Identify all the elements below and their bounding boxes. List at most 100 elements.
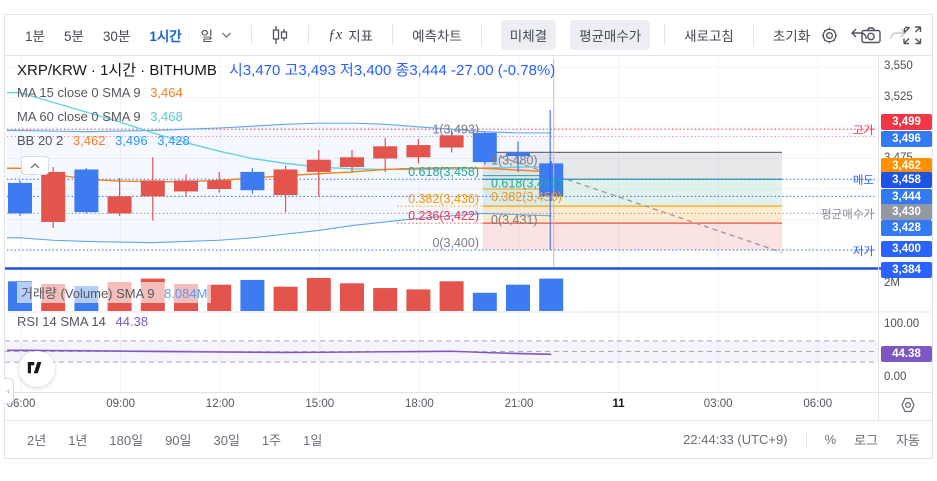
interval-1hour[interactable]: 1시간 xyxy=(149,29,182,44)
volume-bar xyxy=(472,292,497,311)
candle-body[interactable] xyxy=(174,180,198,192)
rsi-tick: 0.00 xyxy=(884,371,907,383)
legend-bb-lower: 3,428 xyxy=(157,133,190,148)
candle-body[interactable] xyxy=(506,152,530,157)
price-badge: 3,430 xyxy=(881,204,932,221)
volume-bar xyxy=(406,289,431,311)
interval-1min[interactable]: 1분 xyxy=(25,29,45,44)
tradingview-logo[interactable] xyxy=(19,351,55,387)
range-1d-button[interactable]: 1일 xyxy=(303,433,323,448)
interval-30min[interactable]: 30분 xyxy=(102,29,131,44)
candle-body[interactable] xyxy=(41,171,66,222)
volume-bar xyxy=(539,278,564,311)
candle-body[interactable] xyxy=(8,182,32,214)
avg-buy-price-button[interactable]: 평균매수가 xyxy=(570,20,651,50)
range-30d-button[interactable]: 30일 xyxy=(213,433,240,448)
time-axis-settings-icon[interactable] xyxy=(899,396,917,419)
fib-label: 0.382(3,436) xyxy=(408,192,479,206)
legend-bb-upper: 3,496 xyxy=(115,133,148,148)
candle-body[interactable] xyxy=(140,180,165,197)
candle-body[interactable] xyxy=(306,159,331,172)
fullscreen-icon[interactable] xyxy=(903,25,922,45)
candle-body[interactable] xyxy=(207,180,232,189)
price-badge: 3,499 xyxy=(881,114,932,131)
price-side-label: 고가 xyxy=(852,125,874,138)
forecast-chart-button[interactable]: 예측차트 xyxy=(412,29,462,44)
chart-panel[interactable]: 1(3,493) 0.618(3,458) 0.382(3,436) 0.236(3,… xyxy=(4,56,933,420)
time-tick: 06:00 xyxy=(6,398,36,410)
price-badge: 3,384 xyxy=(881,261,932,278)
price-chart-canvas[interactable]: 1(3,493) 0.618(3,458) 0.382(3,436) 0.236(3,… xyxy=(5,56,933,420)
candle-body[interactable] xyxy=(273,169,298,196)
toolbar-divider xyxy=(664,25,666,45)
toolbar-divider xyxy=(251,25,253,45)
percent-scale-button[interactable]: % xyxy=(824,432,837,447)
legend-ma15-value: 3,464 xyxy=(150,85,183,100)
interval-5min[interactable]: 5분 xyxy=(63,29,84,44)
toolbar-divider xyxy=(308,25,310,45)
trend-dashed-line xyxy=(490,153,783,254)
chevron-down-icon[interactable] xyxy=(221,31,232,39)
fx-icon[interactable]: ƒx xyxy=(328,26,343,43)
toolbar-divider xyxy=(480,25,482,45)
redo-icon[interactable] xyxy=(888,27,908,43)
range-1y-button[interactable]: 1년 xyxy=(68,433,88,448)
candle-body[interactable] xyxy=(107,196,132,214)
candle-body[interactable] xyxy=(406,145,431,158)
candlestick-style-icon[interactable] xyxy=(271,25,289,45)
candle-body[interactable] xyxy=(472,132,497,163)
price-badge: 3,444 xyxy=(881,189,932,206)
auto-scale-button[interactable]: 자동 xyxy=(896,433,920,448)
candle-body[interactable] xyxy=(240,171,265,191)
side-panel-toggle[interactable]: ‹ xyxy=(4,378,14,404)
range-1w-button[interactable]: 1주 xyxy=(261,433,282,448)
range-2y-button[interactable]: 2년 xyxy=(27,433,47,448)
price-tick: 3,550 xyxy=(884,60,913,72)
log-scale-button[interactable]: 로그 xyxy=(854,433,879,448)
toolbar-divider xyxy=(805,430,807,449)
time-tick: 21:00 xyxy=(504,398,534,410)
legend-ma60-label: MA 60 close 0 SMA 9 xyxy=(17,109,141,124)
price-badge: 3,400 xyxy=(881,241,932,257)
candle-body[interactable] xyxy=(340,157,364,168)
legend-bb-basis: 3,462 xyxy=(72,133,106,148)
fib-label: 0(3,431) xyxy=(491,213,538,227)
fib-zone-band xyxy=(482,206,782,224)
candle-body[interactable] xyxy=(373,146,398,159)
refresh-button[interactable]: 새로고침 xyxy=(684,29,734,44)
open-orders-button[interactable]: 미체결 xyxy=(500,20,557,50)
reset-button[interactable]: 초기화 xyxy=(772,29,811,44)
time-tick: 06:00 xyxy=(803,398,833,410)
volume-bar xyxy=(273,286,298,311)
toolbar-divider xyxy=(392,25,394,45)
undo-icon[interactable] xyxy=(849,27,869,43)
volume-bar xyxy=(340,283,364,311)
legend-collapse-button[interactable] xyxy=(21,156,49,175)
candle-body[interactable] xyxy=(539,163,564,197)
settings-gear-icon[interactable] xyxy=(820,26,839,45)
ohlc-quote: 시3,470 고3,493 저3,400 종3,444 -27.00 (-0.7… xyxy=(229,62,556,79)
time-tick: 11 xyxy=(612,398,625,410)
volume-bar xyxy=(439,281,464,311)
time-tick: 12:00 xyxy=(205,398,235,410)
camera-snapshot-icon[interactable] xyxy=(861,26,881,44)
legend-volume: 거래량 (Volume) SMA 9 8.084M xyxy=(17,282,212,303)
fib-label: 0.618(3,461) xyxy=(491,177,562,191)
price-badge: 3,458 xyxy=(881,172,932,189)
toolbar-divider xyxy=(752,25,754,45)
indicators-button[interactable]: 지표 xyxy=(348,29,374,44)
time-tick: 03:00 xyxy=(703,398,733,410)
candle-body[interactable] xyxy=(439,135,464,148)
price-badge: 3,428 xyxy=(881,219,932,236)
interval-daily[interactable]: 일 xyxy=(200,29,214,44)
legend-rsi: RSI 14 SMA 14 44.38 xyxy=(17,314,148,329)
rsi-line xyxy=(7,349,552,356)
candle-body[interactable] xyxy=(74,169,99,213)
legend-rsi-value: 44.38 xyxy=(115,314,149,329)
range-90d-button[interactable]: 90일 xyxy=(165,433,192,448)
price-badge: 3,496 xyxy=(881,130,932,147)
volume-bar xyxy=(373,288,398,311)
volume-bar xyxy=(240,279,265,311)
range-180d-button[interactable]: 180일 xyxy=(109,433,144,448)
